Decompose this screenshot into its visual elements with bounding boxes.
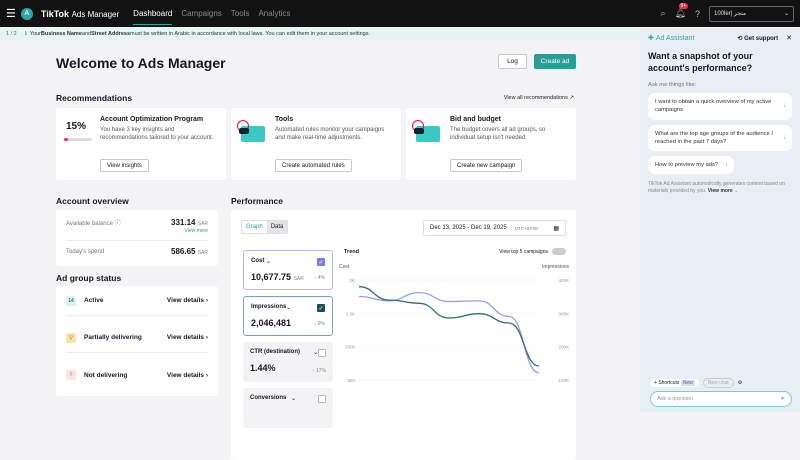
nav-dashboard[interactable]: Dashboard (133, 3, 172, 25)
shortcuts-button[interactable]: + Shortcuts New (650, 379, 699, 387)
metric-checkbox[interactable]: ✓ (317, 258, 325, 266)
left-tick-label: 1.5K (346, 311, 355, 316)
right-tick-label: 100K (558, 378, 569, 383)
trend-chart: Cost Impressions 2K 400K 1.5K 300K 1000 200K 500… (339, 260, 569, 400)
trend-label: Trend (344, 249, 359, 255)
info-icon: ℹ (25, 31, 27, 37)
info-icon: ⓘ (115, 221, 121, 227)
arrow-down-icon: ↓ (783, 134, 786, 142)
tab-data[interactable]: Data (267, 221, 288, 233)
question-input[interactable]: Ask a question➤ (650, 391, 792, 407)
arrow-down-icon: ↓ (725, 161, 728, 169)
metric-card-1[interactable]: Impressions⌄ ✓ 2,046,481 ↓ 9% (243, 296, 333, 336)
warning-icon: ▽ (66, 333, 76, 343)
nav-analytics[interactable]: Analytics (258, 3, 290, 24)
ad-group-status-title: Ad group status (56, 273, 121, 283)
view-all-recommendations-link[interactable]: View all recommendations ↗ (504, 95, 574, 101)
metric-checkbox[interactable] (318, 395, 326, 403)
suggestion-1[interactable]: I want to obtain a quick overview of my … (648, 93, 792, 119)
left-tick-label: 500 (347, 378, 355, 383)
menu-icon[interactable]: ☰ (6, 7, 16, 20)
new-chat-button[interactable]: New chat (703, 378, 734, 388)
metric-card-0[interactable]: Cost⌄ ✓ 10,677.75 SAR ↓ 4% (243, 250, 333, 290)
chevron-down-icon: ⌄ (784, 10, 789, 17)
create-ad-button[interactable]: Create ad (534, 54, 576, 69)
assistant-logo-icon: ✚ (648, 34, 654, 42)
notice-bar: 1 / 2 ℹ Your Business Name and Street Ad… (0, 27, 640, 40)
suggestion-3[interactable]: How to preview my ads?↓ (648, 156, 734, 174)
suggestion-2[interactable]: What are the top age groups of the audie… (648, 125, 792, 151)
logo[interactable]: TikTok Ads Manager (41, 9, 119, 19)
view-more-link[interactable]: View more (66, 228, 208, 234)
get-support-button[interactable]: ⟲ Get support (737, 35, 778, 42)
chevron-down-icon: ⌄ (286, 304, 291, 311)
right-tick-label: 300K (558, 311, 569, 316)
right-tick-label: 400K (558, 278, 569, 283)
error-icon: ! (66, 370, 76, 380)
log-button[interactable]: Log (498, 54, 527, 69)
bell-icon[interactable]: 🔔︎9+ (675, 8, 686, 19)
top-bar: ☰ A TikTok Ads Manager Dashboard Campaig… (0, 0, 800, 27)
view-more-link[interactable]: View more (708, 188, 733, 194)
notice-pager[interactable]: 1 / 2 (6, 31, 17, 37)
ad-assistant-panel: ✚ Ad Assistant ⟲ Get support ✕ Want a sn… (640, 28, 800, 412)
recommendations-title: Recommendations (56, 93, 132, 103)
search-icon[interactable]: ⌕ (661, 8, 666, 19)
top5-toggle[interactable]: View top 5 campaigns (499, 248, 566, 255)
chevron-down-icon: ⌄ (291, 395, 296, 402)
right-axis-label: Impressions (542, 264, 569, 270)
notification-badge: 9+ (679, 3, 689, 9)
send-icon: ➤ (780, 396, 785, 402)
metric-card-3[interactable]: Conversions⌄ (243, 388, 333, 428)
close-icon[interactable]: ✕ (786, 34, 792, 42)
progress-bar (64, 138, 92, 141)
performance-title: Performance (231, 196, 283, 206)
arrow-down-icon: ↓ (783, 102, 786, 110)
account-selector[interactable]: 100ler| متجر⌄ (709, 6, 794, 22)
chevron-down-icon: ⌄ (266, 258, 271, 265)
left-tick-label: 2K (349, 278, 355, 283)
budget-illustration-icon (416, 126, 440, 142)
page-title: Welcome to Ads Manager (56, 55, 226, 71)
nav-campaigns[interactable]: Campaigns (181, 3, 221, 24)
account-overview-title: Account overview (56, 196, 129, 206)
metric-card-2[interactable]: CTR (destination)⌄ 1.44% ↑ 17% (243, 342, 333, 382)
create-automated-rules-button[interactable]: Create automated rules (275, 159, 352, 172)
help-icon[interactable]: ? (695, 9, 700, 19)
metric-checkbox[interactable]: ✓ (317, 304, 325, 312)
create-new-campaign-button[interactable]: Create new campaign (450, 159, 522, 172)
tab-graph[interactable]: Graph (242, 221, 267, 233)
calendar-icon: ▦ (553, 225, 559, 232)
right-tick-label: 200K (558, 345, 569, 350)
left-tick-label: 1000 (345, 345, 356, 350)
metric-checkbox[interactable] (318, 349, 326, 357)
series-line-0 (359, 293, 539, 373)
tools-illustration-icon (241, 126, 265, 142)
avatar[interactable]: A (21, 8, 33, 20)
nav-tools[interactable]: Tools (231, 3, 250, 24)
settings-icon[interactable]: ⚙ (738, 380, 742, 386)
view-insights-button[interactable]: View insights (100, 159, 149, 172)
left-axis-label: Cost (339, 264, 350, 270)
series-line-1 (359, 287, 539, 366)
progress-label: 15% (66, 121, 86, 132)
